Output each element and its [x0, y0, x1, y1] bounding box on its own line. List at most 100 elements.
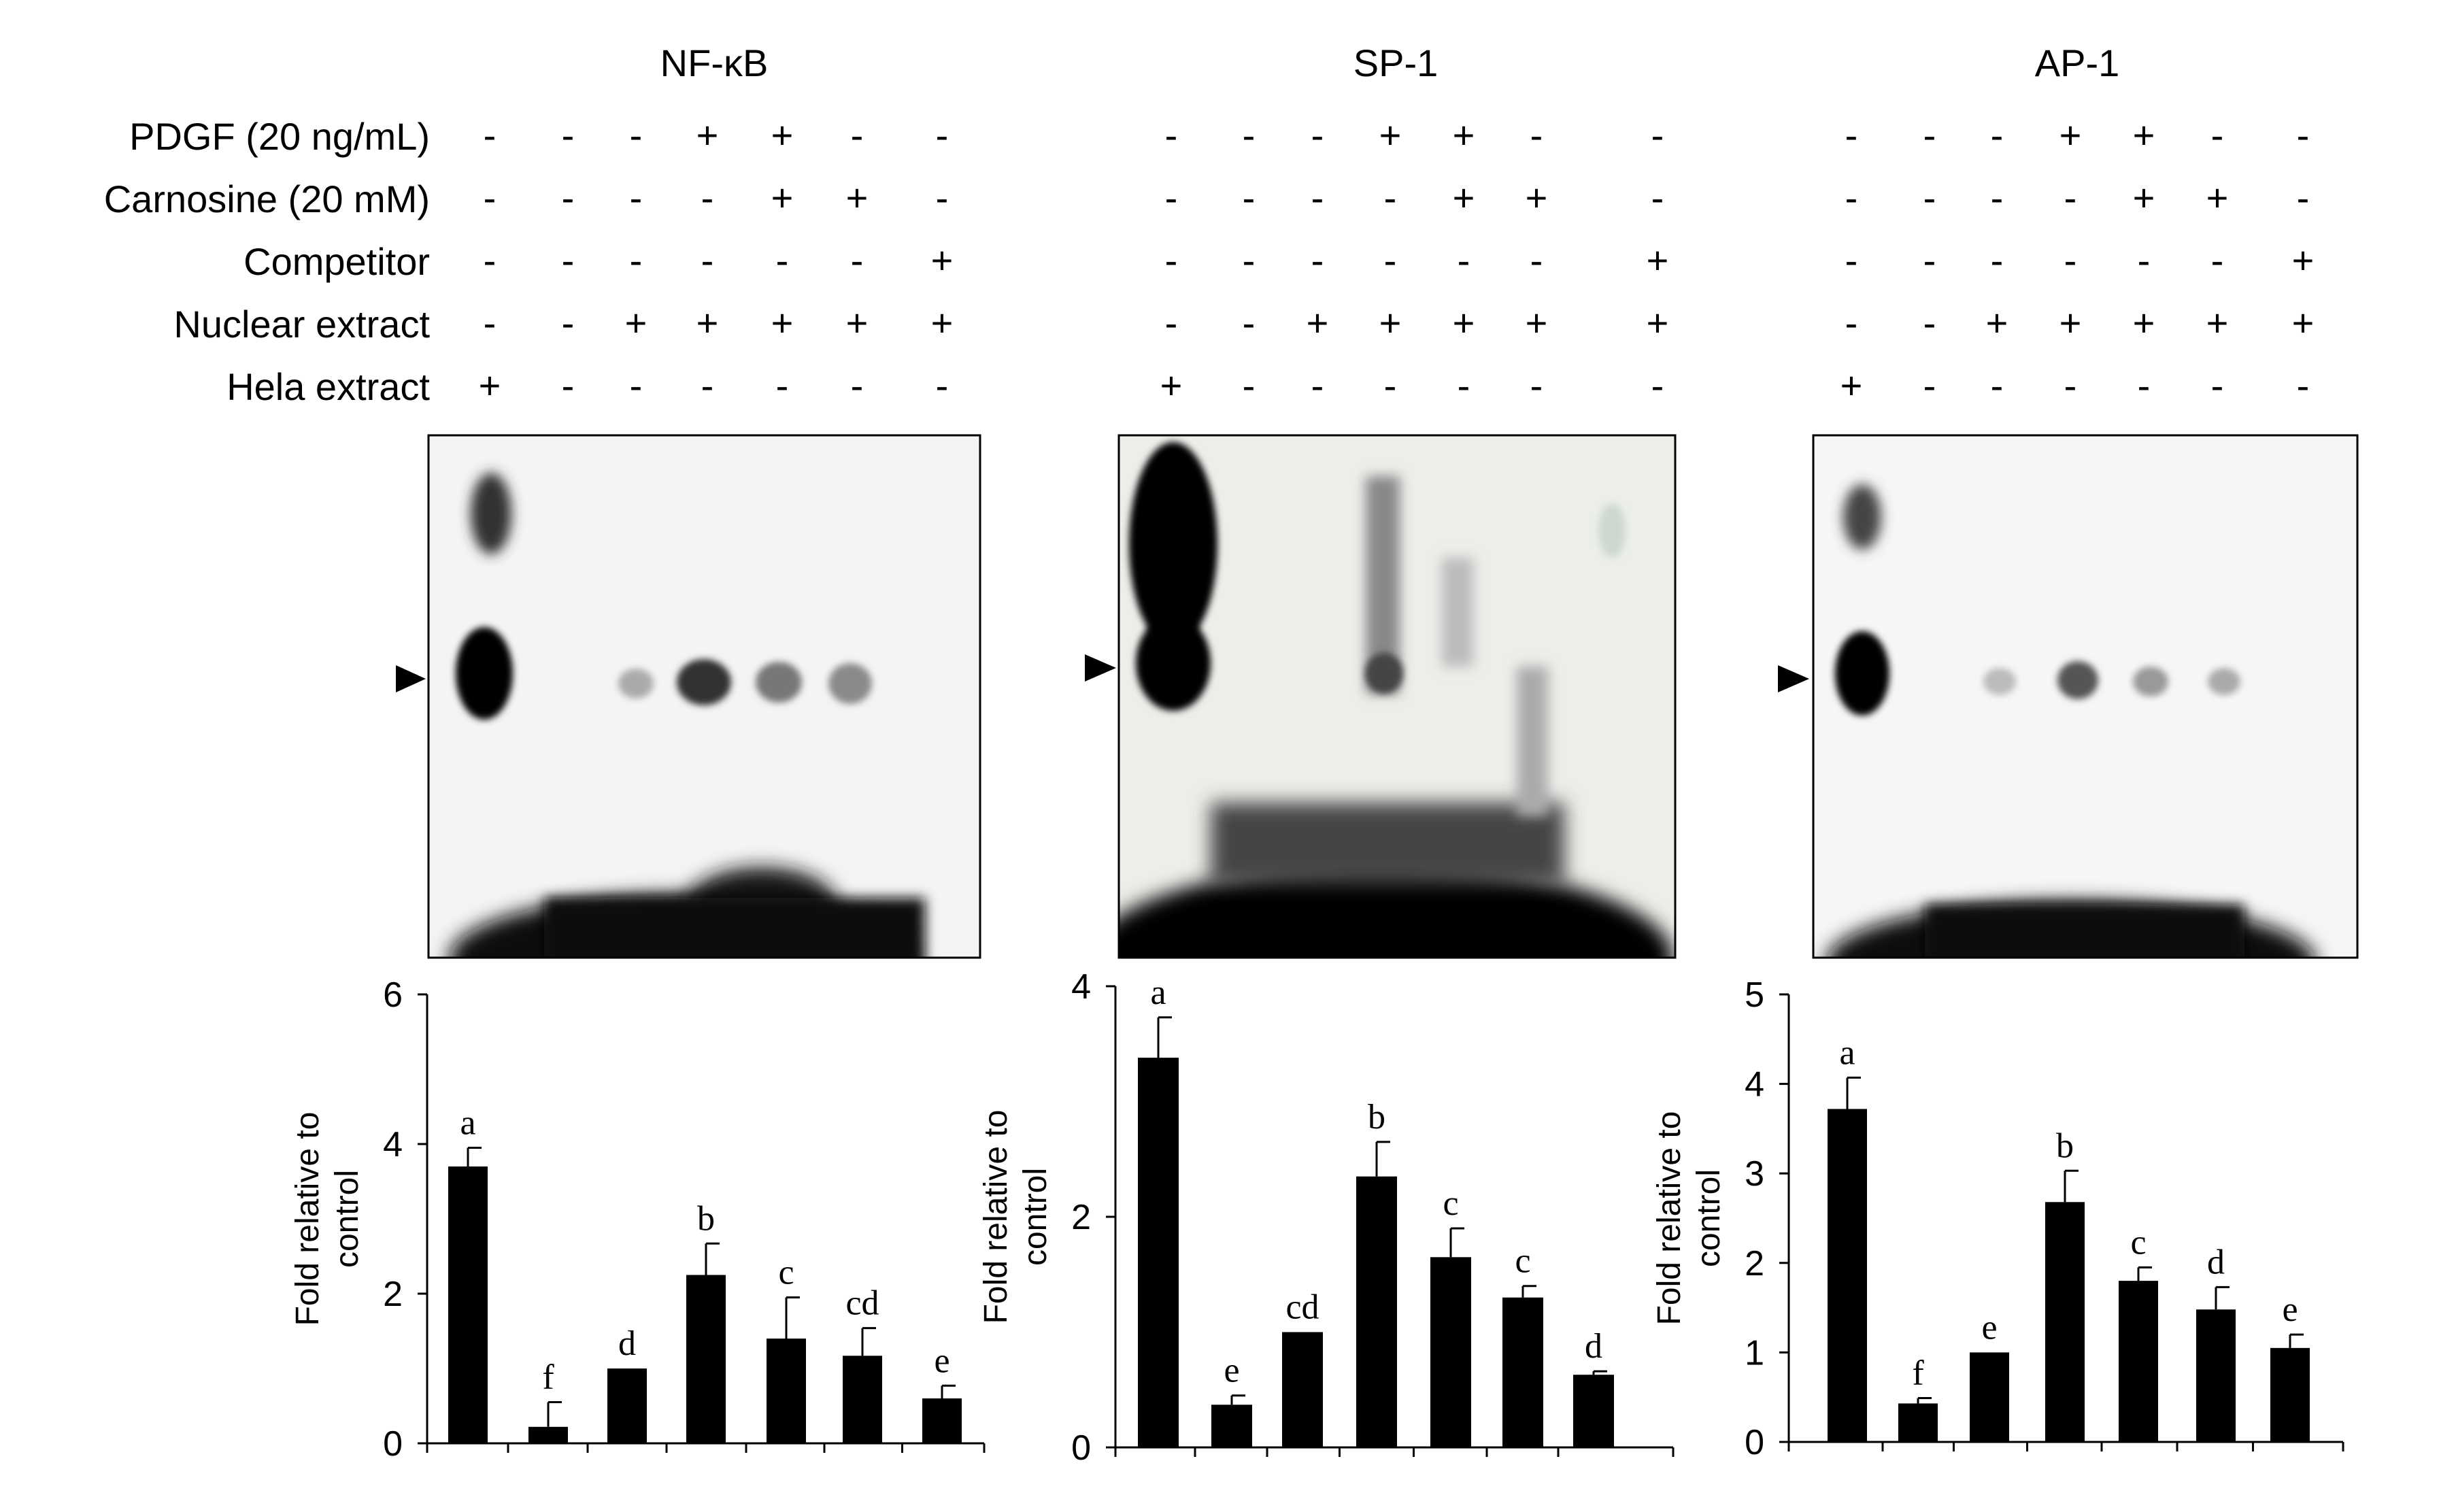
condition-cell: + [1647, 301, 1669, 344]
band-arrow-icon [396, 665, 426, 692]
significance-letter: f [542, 1358, 554, 1397]
condition-cell: + [1453, 301, 1475, 344]
condition-cell: - [630, 176, 643, 219]
bar [1502, 1297, 1543, 1447]
bar [767, 1339, 806, 1443]
bar [607, 1368, 647, 1443]
significance-letter: c [1515, 1242, 1530, 1281]
condition-cell: - [936, 364, 949, 407]
condition-cell: - [630, 114, 643, 156]
condition-grid: - - - + + - - - - - - + + - - - - - - - + - - + + + + + + - - - - - - - - - + +… [479, 114, 2315, 407]
significance-letter: e [1224, 1351, 1239, 1390]
significance-letter: e [2282, 1290, 2298, 1329]
condition-cell: - [2138, 239, 2151, 282]
y-axis-label-line: Fold relative to [1651, 1111, 1687, 1326]
condition-cell: + [2206, 301, 2229, 344]
bar [1898, 1403, 1938, 1442]
significance-letter: b [697, 1199, 715, 1238]
condition-cell: - [851, 364, 864, 407]
condition-cell: + [1526, 176, 1548, 219]
condition-cell: - [2211, 239, 2224, 282]
condition-cell: - [776, 239, 789, 282]
condition-cell: + [1307, 301, 1329, 344]
gel-image-sp1 [1085, 434, 1677, 959]
y-tick-label: 3 [1745, 1154, 1764, 1194]
significance-letter: b [2056, 1126, 2074, 1165]
condition-cell: + [2133, 176, 2155, 219]
condition-cell: + [479, 364, 501, 407]
gel-image-nfkb [396, 434, 981, 959]
gel-image-ap1 [1778, 434, 2359, 959]
condition-cell: - [2211, 114, 2224, 156]
bar [1828, 1109, 1867, 1442]
condition-cell: + [931, 301, 954, 344]
condition-cell: + [2292, 301, 2315, 344]
row-label-carnosine: Carnosine (20 mM) [104, 178, 430, 220]
condition-cell: - [776, 364, 789, 407]
condition-cell: - [1991, 114, 2004, 156]
condition-cell: - [1243, 364, 1256, 407]
condition-cell: - [1311, 364, 1324, 407]
y-tick-label: 2 [383, 1275, 403, 1314]
significance-letter: c [778, 1254, 794, 1292]
condition-cell: - [484, 176, 497, 219]
condition-cell: + [846, 176, 869, 219]
row-label-competitor: Competitor [243, 240, 430, 283]
condition-cell: - [1991, 239, 2004, 282]
condition-cell: - [562, 176, 575, 219]
condition-cell: - [562, 239, 575, 282]
condition-cell: - [1845, 176, 1858, 219]
condition-cell: - [936, 114, 949, 156]
significance-letter: c [2130, 1223, 2146, 1262]
condition-cell: + [771, 114, 794, 156]
bar [528, 1426, 568, 1443]
condition-cell: + [2059, 301, 2082, 344]
panel-title-ap1: AP-1 [2035, 41, 2120, 84]
significance-letter: cd [1285, 1288, 1319, 1327]
condition-cell: - [1923, 301, 1936, 344]
bar [1211, 1405, 1252, 1447]
significance-letter: b [1368, 1098, 1385, 1137]
condition-cell: - [1651, 114, 1664, 156]
condition-cell: - [851, 114, 864, 156]
y-tick-label: 0 [1071, 1428, 1091, 1468]
significance-letter: f [1912, 1354, 1924, 1393]
condition-cell: - [2138, 364, 2151, 407]
significance-letter: e [934, 1341, 949, 1380]
condition-cell: - [2211, 364, 2224, 407]
condition-cell: + [771, 176, 794, 219]
significance-letter: c [1443, 1184, 1458, 1223]
condition-cell: - [1458, 364, 1470, 407]
y-axis-label: Fold relative to control [290, 1112, 365, 1326]
bar [448, 1166, 488, 1443]
condition-cell: + [771, 301, 794, 344]
y-axis-label-line: control [1691, 1169, 1727, 1267]
condition-cell: - [2064, 239, 2077, 282]
bar [1573, 1375, 1614, 1447]
condition-cell: - [701, 364, 714, 407]
bar [1970, 1352, 2009, 1442]
condition-cell: - [1311, 176, 1324, 219]
condition-cell: + [1379, 301, 1402, 344]
condition-cell: - [1651, 176, 1664, 219]
condition-cell: - [1384, 364, 1397, 407]
condition-cell: + [846, 301, 869, 344]
bar [2119, 1281, 2158, 1442]
condition-cell: - [1845, 301, 1858, 344]
condition-cell: - [701, 176, 714, 219]
significance-letter: cd [845, 1284, 879, 1323]
condition-cell: - [1651, 364, 1664, 407]
y-axis-label-line: control [329, 1170, 365, 1268]
condition-cell: - [1311, 114, 1324, 156]
bar [2196, 1309, 2236, 1442]
y-axis-label-line: control [1017, 1168, 1054, 1266]
row-label-hela-extract: Hela extract [226, 365, 430, 408]
condition-cell: + [1453, 114, 1475, 156]
y-tick-label: 6 [383, 975, 403, 1015]
condition-cell: + [2059, 114, 2082, 156]
condition-cell: - [630, 364, 643, 407]
condition-cell: - [1243, 239, 1256, 282]
condition-cell: - [484, 301, 497, 344]
condition-cell: - [1923, 176, 1936, 219]
